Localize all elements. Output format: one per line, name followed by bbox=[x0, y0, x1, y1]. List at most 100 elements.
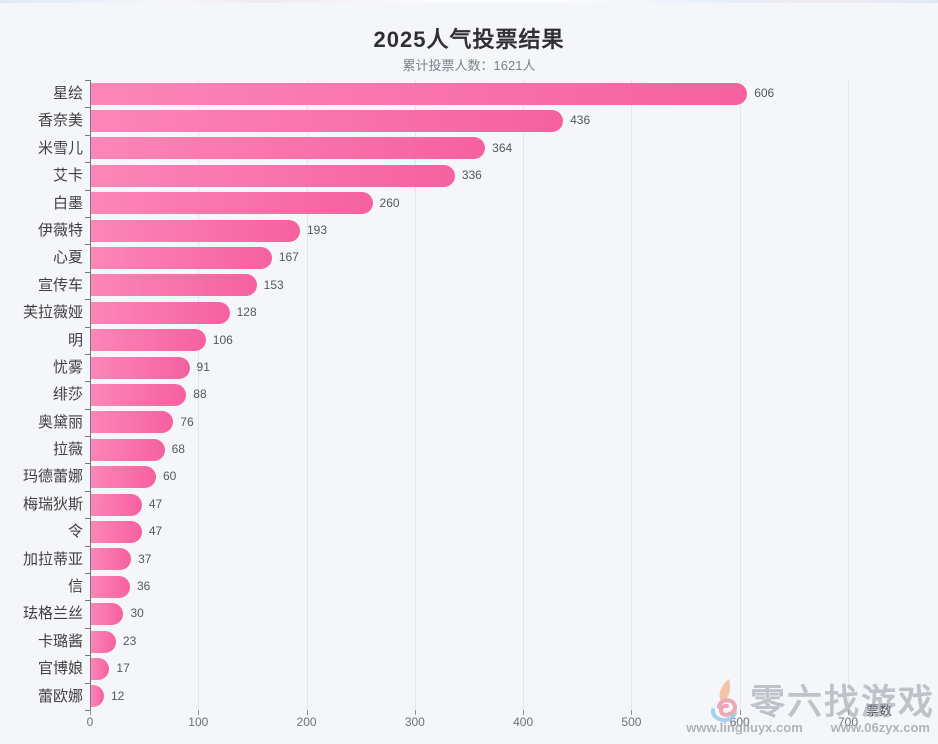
y-axis-tick bbox=[85, 463, 90, 465]
value-label: 17 bbox=[116, 661, 130, 676]
x-tick-label: 300 bbox=[404, 715, 425, 729]
watermark-urls: www.lingliuyx.com www.06zyx.com bbox=[686, 720, 930, 735]
x-axis-name: 票数 bbox=[866, 703, 893, 718]
category-label: 卡璐酱 bbox=[37, 632, 83, 650]
y-axis-tick bbox=[85, 216, 90, 218]
y-axis-tick bbox=[85, 107, 90, 109]
x-tick-label: 0 bbox=[86, 715, 94, 729]
x-tick-label: 700 bbox=[837, 715, 859, 729]
category-label: 玛德蕾娜 bbox=[22, 468, 83, 486]
bar[interactable] bbox=[91, 603, 124, 626]
bar[interactable] bbox=[91, 384, 187, 406]
gridline bbox=[306, 80, 308, 710]
gridline bbox=[414, 80, 416, 710]
x-tick-label: 200 bbox=[296, 715, 317, 729]
bar[interactable] bbox=[91, 548, 132, 571]
category-label: 加拉蒂亚 bbox=[22, 550, 83, 568]
bar[interactable] bbox=[91, 630, 116, 653]
category-label: 米雪儿 bbox=[37, 139, 83, 157]
category-label: 忧雾 bbox=[52, 358, 83, 376]
category-label: 明 bbox=[67, 331, 83, 349]
value-label: 68 bbox=[171, 442, 185, 457]
bar[interactable] bbox=[91, 219, 300, 242]
category-label: 心夏 bbox=[52, 249, 83, 267]
x-tick-label: 400 bbox=[513, 715, 534, 729]
value-label: 30 bbox=[130, 606, 144, 621]
bar[interactable] bbox=[91, 438, 165, 461]
y-axis-tick bbox=[85, 518, 90, 520]
category-label: 星绘 bbox=[52, 85, 83, 102]
value-label: 88 bbox=[193, 387, 207, 402]
y-axis-tick bbox=[85, 408, 90, 410]
y-axis-tick bbox=[85, 189, 90, 191]
value-label: 364 bbox=[492, 140, 513, 155]
bar[interactable] bbox=[91, 329, 206, 352]
gridline bbox=[739, 80, 741, 710]
value-label: 60 bbox=[162, 469, 177, 484]
y-axis-tick bbox=[85, 381, 90, 383]
x-axis-tick bbox=[414, 710, 416, 715]
bar[interactable] bbox=[91, 110, 564, 133]
bar[interactable] bbox=[91, 164, 455, 187]
y-axis-tick bbox=[85, 134, 90, 136]
bar[interactable] bbox=[91, 466, 156, 489]
category-label: 艾卡 bbox=[52, 167, 83, 185]
bar[interactable] bbox=[91, 657, 110, 680]
top-gradient-strip bbox=[0, 0, 938, 3]
value-label: 436 bbox=[570, 113, 591, 128]
chart-title: 2025人气投票结果 bbox=[373, 27, 565, 52]
watermark-url-2: www.06zyx.com bbox=[830, 720, 930, 735]
x-axis-tick bbox=[90, 710, 91, 715]
bar[interactable] bbox=[91, 356, 190, 379]
y-axis-tick bbox=[85, 682, 90, 684]
category-label: 芙拉薇娅 bbox=[22, 304, 83, 322]
category-label: 珐格兰丝 bbox=[22, 605, 83, 623]
x-axis-tick bbox=[306, 710, 308, 715]
x-axis-tick bbox=[739, 710, 741, 715]
value-label: 76 bbox=[180, 414, 194, 429]
bar[interactable] bbox=[91, 137, 486, 160]
y-axis-tick bbox=[85, 299, 90, 301]
value-label: 23 bbox=[122, 633, 137, 648]
bar[interactable] bbox=[91, 274, 257, 297]
y-axis-tick bbox=[85, 600, 90, 602]
y-axis-tick bbox=[85, 627, 90, 629]
gridline bbox=[631, 80, 633, 710]
watermark-url-1: www.lingliuyx.com bbox=[686, 720, 803, 735]
category-label: 绯莎 bbox=[52, 386, 83, 404]
value-label: 47 bbox=[148, 524, 163, 539]
value-label: 12 bbox=[110, 688, 125, 703]
value-label: 153 bbox=[263, 277, 284, 292]
bar[interactable] bbox=[91, 192, 373, 215]
bar[interactable] bbox=[91, 247, 272, 270]
y-axis-tick bbox=[85, 436, 90, 438]
bar[interactable] bbox=[91, 520, 142, 543]
y-axis-tick bbox=[85, 573, 90, 575]
category-label: 宣传车 bbox=[37, 276, 83, 294]
x-axis-tick bbox=[848, 710, 849, 715]
y-axis-tick bbox=[85, 326, 90, 328]
value-label: 128 bbox=[236, 305, 257, 320]
value-label: 336 bbox=[461, 168, 482, 183]
bar[interactable] bbox=[91, 301, 230, 324]
value-label: 37 bbox=[138, 551, 152, 566]
y-axis-tick bbox=[85, 353, 90, 355]
bar[interactable] bbox=[91, 411, 174, 434]
category-label: 信 bbox=[67, 578, 83, 596]
chart-subtitle: 累计投票人数：1621人 bbox=[402, 58, 536, 73]
category-label: 蕾欧娜 bbox=[37, 687, 83, 705]
category-label: 伊薇特 bbox=[37, 221, 83, 239]
bar[interactable] bbox=[91, 685, 104, 708]
category-label: 官博娘 bbox=[37, 660, 83, 678]
value-label: 260 bbox=[379, 195, 400, 210]
x-axis-tick bbox=[631, 710, 633, 715]
x-axis-tick bbox=[198, 710, 200, 715]
y-axis-tick bbox=[85, 244, 90, 246]
bar[interactable] bbox=[91, 82, 748, 105]
value-label: 47 bbox=[148, 496, 163, 511]
bar[interactable] bbox=[91, 493, 142, 516]
y-axis-line bbox=[90, 80, 91, 710]
bar[interactable] bbox=[91, 575, 130, 598]
